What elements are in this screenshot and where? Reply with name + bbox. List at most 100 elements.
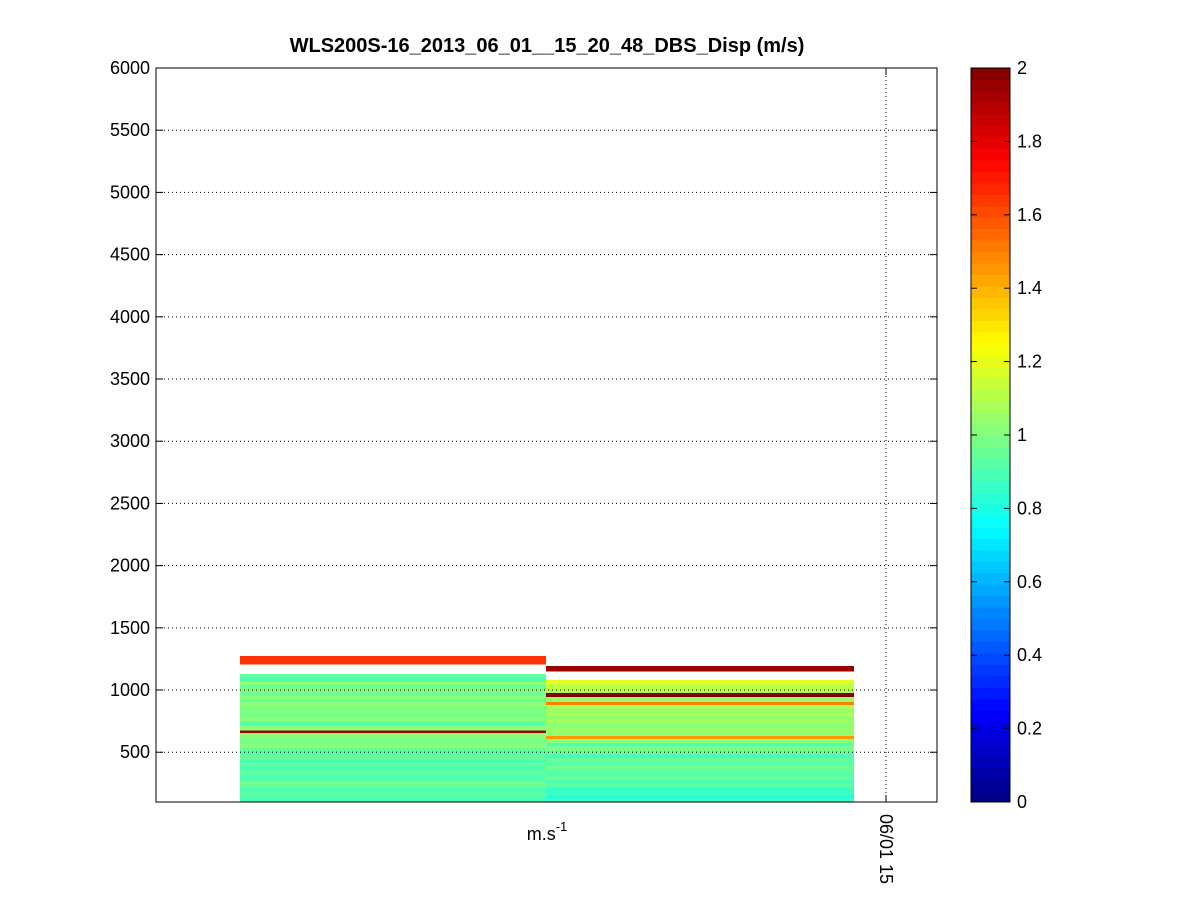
chart-title: WLS200S-16_2013_06_01__15_20_48_DBS_Disp…: [290, 35, 805, 57]
colorbar-bands: [971, 68, 1010, 803]
heatmap-cell: [240, 751, 546, 756]
y-tick-label: 5500: [110, 120, 150, 140]
heatmap-cell: [240, 788, 546, 793]
plot-area: 500 1000 1500 2000 2500 3000 3500 4000 4500 5000 5…: [110, 58, 938, 884]
colorbar-band: [971, 790, 1010, 803]
colorbar-band: [971, 308, 1010, 321]
colorbar-band: [971, 217, 1010, 230]
colorbar-band: [971, 331, 1010, 344]
colorbar-band: [971, 240, 1010, 253]
heatmap-cell: [546, 693, 854, 697]
colorbar-tick-label: 1: [1017, 425, 1027, 445]
colorbar-band: [971, 159, 1010, 172]
heatmap-cell: [240, 762, 546, 767]
heatmap-cell: [546, 757, 854, 762]
colorbar-band: [971, 90, 1010, 104]
colorbar-band: [971, 205, 1010, 218]
heatmap-cell: [546, 736, 854, 740]
y-tick-label: 2500: [110, 493, 150, 513]
y-tick-label: 3500: [110, 369, 150, 389]
heatmap-cell: [546, 683, 854, 689]
colorbar-band: [971, 480, 1010, 493]
heatmap-cell: [240, 744, 546, 748]
heatmap-cell: [546, 712, 854, 717]
colorbar-band: [971, 125, 1010, 138]
colorbar-band: [971, 354, 1010, 367]
colorbar-band: [971, 285, 1010, 298]
colorbar-band: [971, 561, 1010, 574]
heatmap-cell: [546, 798, 854, 802]
colorbar-band: [971, 584, 1010, 597]
colorbar-band: [971, 148, 1010, 161]
colorbar-band: [971, 113, 1010, 126]
heatmap-cell: [546, 772, 854, 777]
colorbar-band: [971, 675, 1010, 688]
colorbar-tick-label: 0.8: [1017, 498, 1042, 518]
heatmap-cell: [546, 708, 854, 713]
colorbar-band: [971, 457, 1010, 471]
colorbar-band: [971, 262, 1010, 276]
colorbar-band: [971, 251, 1010, 264]
y-tick-label: 2000: [110, 556, 150, 576]
heatmap-cell: [240, 759, 546, 763]
heatmap-cell: [546, 754, 854, 758]
y-axis: 500 1000 1500 2000 2500 3000 3500 4000 4500 5000 5…: [110, 58, 937, 762]
colorbar: 0 0.2 0.4 0.6 0.8 1 1.2 1.4 1.6 1.8 2: [970, 58, 1042, 812]
heatmap-cell: [240, 770, 546, 775]
colorbar-band: [971, 389, 1010, 402]
heatmap-cell: [240, 713, 546, 718]
heatmap-cell: [240, 730, 546, 733]
y-tick-label: 1500: [110, 618, 150, 638]
heatmap-cell: [240, 684, 546, 688]
y-tick-label: 4500: [110, 245, 150, 265]
heatmap-cell: [240, 695, 546, 699]
colorbar-band: [971, 503, 1010, 516]
heatmap-cell: [546, 742, 854, 747]
colorbar-band: [971, 733, 1010, 746]
colorbar-band: [971, 423, 1010, 436]
heatmap-cell: [240, 785, 546, 789]
colorbar-band: [971, 710, 1010, 723]
y-tick-label: 4000: [110, 307, 150, 327]
heatmap-cell: [240, 698, 546, 703]
heatmap-cell: [240, 774, 546, 778]
heatmap-cell: [240, 724, 546, 729]
heatmap-cell: [546, 746, 854, 751]
heatmap-cell: [240, 717, 546, 722]
heatmap-cell: [240, 691, 546, 696]
colorbar-band: [971, 446, 1010, 459]
colorbar-band: [971, 526, 1010, 539]
colorbar-band: [971, 136, 1010, 149]
axes-frame: [155, 67, 938, 803]
heatmap-cell: [240, 792, 546, 797]
heatmap-cell: [546, 696, 854, 702]
colorbar-band: [971, 641, 1010, 654]
colorbar-band: [971, 366, 1010, 379]
y-tick-label: 6000: [110, 58, 150, 78]
colorbar-band: [971, 228, 1010, 241]
heatmap-cell: [240, 796, 546, 802]
colorbar-band: [971, 652, 1010, 665]
heatmap-cell: [546, 680, 854, 684]
heatmap-cell: [240, 721, 546, 725]
y-tick-label: 1000: [110, 680, 150, 700]
colorbar-band: [971, 297, 1010, 310]
colorbar-band: [971, 68, 1010, 81]
heatmap-cell: [240, 740, 546, 745]
heatmap-cell: [240, 709, 546, 714]
colorbar-tick-label: 2: [1017, 58, 1027, 78]
heatmap-cell: [240, 681, 546, 685]
colorbar-band: [971, 194, 1010, 207]
heatmap-cell: [546, 701, 854, 705]
heatmap-cell: [240, 777, 546, 782]
heatmap-cell: [546, 665, 854, 672]
heatmap-cell: [546, 719, 854, 724]
heatmap-cell: [240, 736, 546, 741]
heatmap-cell: [240, 702, 546, 707]
heatmap-cell: [546, 734, 854, 737]
heatmap-cell: [546, 716, 854, 720]
heatmap-cell: [546, 727, 854, 732]
x-axis: 06/01 15: [876, 68, 896, 884]
colorbar-band: [971, 515, 1010, 528]
